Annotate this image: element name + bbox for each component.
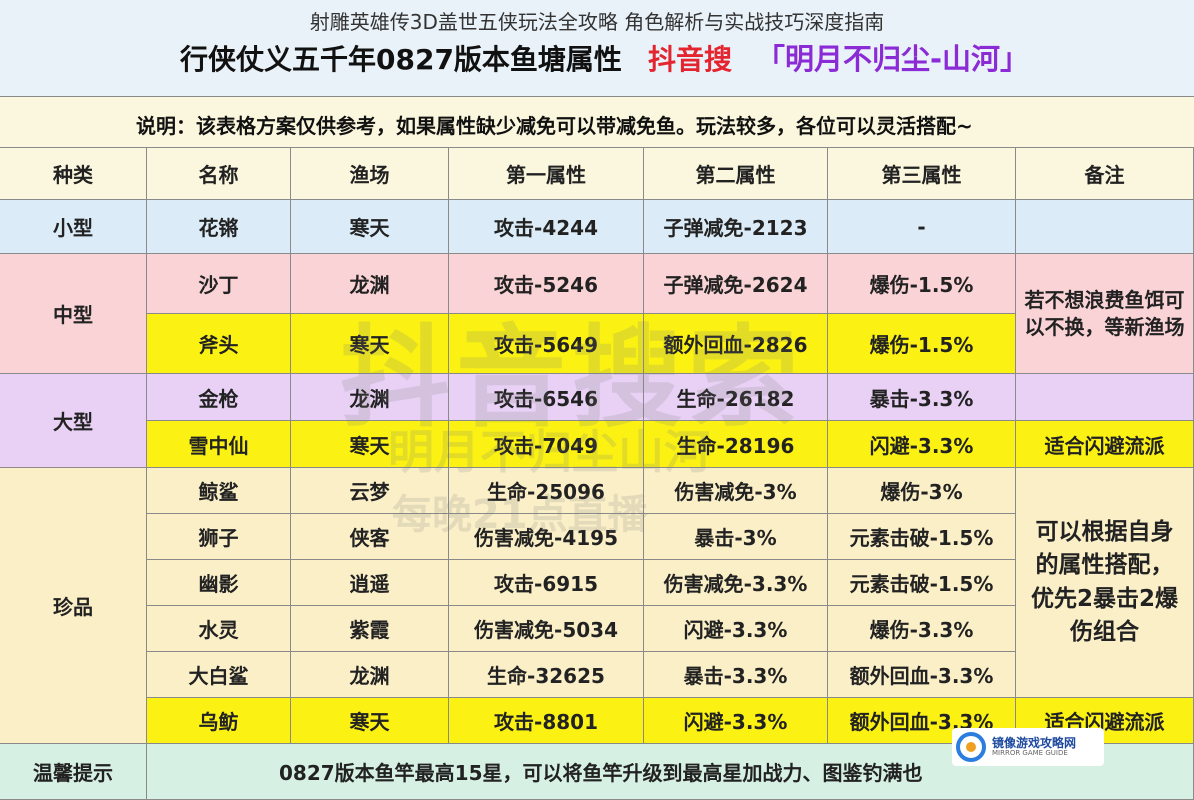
fish-area: 侠客 (291, 514, 449, 560)
fish-attr2: 子弹减免-2624 (644, 254, 828, 314)
table-title: 行侠仗义五千年0827版本鱼塘属性 (180, 43, 622, 76)
fish-attr3: 额外回血-3.3% (828, 698, 1016, 744)
fish-attr2: 子弹减免-2123 (644, 200, 828, 254)
fish-attr2: 伤害减免-3.3% (644, 560, 828, 606)
column-header-type: 种类 (0, 148, 147, 200)
fish-name: 鲸鲨 (147, 468, 291, 514)
fish-attr1: 伤害减免-5034 (449, 606, 644, 652)
fish-attr1: 攻击-6915 (449, 560, 644, 606)
fish-attr2: 暴击-3.3% (644, 652, 828, 698)
fish-attr3: - (828, 200, 1016, 254)
fish-name: 狮子 (147, 514, 291, 560)
fish-attr2: 闪避-3.3% (644, 606, 828, 652)
streamer-name: 「明月不归尘-山河」 (756, 42, 1030, 76)
fish-attr1: 攻击-5246 (449, 254, 644, 314)
column-header-attr1: 第一属性 (449, 148, 644, 200)
fish-attr3: 闪避-3.3% (828, 421, 1016, 468)
column-header-name: 名称 (147, 148, 291, 200)
fish-attr3: 暴击-3.3% (828, 374, 1016, 421)
fish-attr1: 生命-25096 (449, 468, 644, 514)
fish-name: 花锵 (147, 200, 291, 254)
fish-area: 寒天 (291, 314, 449, 374)
fish-attr3: 爆伤-1.5% (828, 254, 1016, 314)
logo-name: 镜像游戏攻略网 (992, 735, 1077, 750)
fish-attr2: 生命-28196 (644, 421, 828, 468)
column-header-area: 渔场 (291, 148, 449, 200)
fish-area: 龙渊 (291, 652, 449, 698)
group-small: 小型 (0, 200, 147, 254)
fish-attr2: 生命-26182 (644, 374, 828, 421)
fish-area: 寒天 (291, 421, 449, 468)
fish-area: 逍遥 (291, 560, 449, 606)
fish-attr3: 爆伤-3% (828, 468, 1016, 514)
tip-label: 温馨提示 (0, 744, 147, 800)
fish-attr3: 爆伤-3.3% (828, 606, 1016, 652)
fish-area: 寒天 (291, 698, 449, 744)
logo-subtitle: MIRROR GAME GUIDE (992, 748, 1068, 757)
header-band: 行侠仗义五千年0827版本鱼塘属性 抖音搜 「明月不归尘-山河」 (0, 0, 1194, 97)
fish-attr1: 攻击-4244 (449, 200, 644, 254)
fish-attr2: 伤害减免-3% (644, 468, 828, 514)
group-large: 大型 (0, 374, 147, 468)
fish-name: 大白鲨 (147, 652, 291, 698)
fish-attr1: 伤害减免-4195 (449, 514, 644, 560)
fish-name: 乌鲂 (147, 698, 291, 744)
fish-attr3: 额外回血-3.3% (828, 652, 1016, 698)
column-header-attr2: 第二属性 (644, 148, 828, 200)
fish-attr1: 攻击-5649 (449, 314, 644, 374)
page-overlay-title: 射雕英雄传3D盖世五侠玩法全攻略 角色解析与实战技巧深度指南 (309, 10, 885, 34)
fish-name: 金枪 (147, 374, 291, 421)
column-header-attr3: 第三属性 (828, 148, 1016, 200)
fish-area: 寒天 (291, 200, 449, 254)
fish-area: 龙渊 (291, 374, 449, 421)
fish-area: 云梦 (291, 468, 449, 514)
logo-icon (956, 732, 986, 762)
fish-attr3: 爆伤-1.5% (828, 314, 1016, 374)
fish-attr2: 闪避-3.3% (644, 698, 828, 744)
fish-attr3: 元素击破-1.5% (828, 514, 1016, 560)
fish-name: 水灵 (147, 606, 291, 652)
fish-attr1: 攻击-7049 (449, 421, 644, 468)
column-header-remark: 备注 (1016, 148, 1194, 200)
fish-name: 斧头 (147, 314, 291, 374)
group-rare: 珍品 (0, 468, 147, 744)
fish-attr2: 暴击-3% (644, 514, 828, 560)
fish-area: 龙渊 (291, 254, 449, 314)
fish-attr1: 攻击-6546 (449, 374, 644, 421)
logo-text: 镜像游戏攻略网 MIRROR GAME GUIDE (992, 735, 1077, 758)
fish-name: 雪中仙 (147, 421, 291, 468)
fish-name: 沙丁 (147, 254, 291, 314)
group-medium: 中型 (0, 254, 147, 374)
fish-attr1: 攻击-8801 (449, 698, 644, 744)
fish-name: 幽影 (147, 560, 291, 606)
brand-text: 抖音搜 (648, 43, 733, 76)
note-band (0, 97, 1194, 148)
remark-snow: 适合闪避流派 (1016, 421, 1194, 468)
fish-area: 紫霞 (291, 606, 449, 652)
site-logo[interactable]: 镜像游戏攻略网 MIRROR GAME GUIDE (952, 728, 1104, 766)
fish-attr3: 元素击破-1.5% (828, 560, 1016, 606)
fish-attr1: 生命-32625 (449, 652, 644, 698)
remark-empty (1016, 200, 1194, 254)
remark-medium: 若不想浪费鱼饵可以不换，等新渔场 (1016, 254, 1194, 374)
remark-empty (1016, 374, 1194, 421)
remark-rare: 可以根据自身的属性搭配，优先2暴击2爆伤组合 (1016, 468, 1194, 698)
fish-attr2: 额外回血-2826 (644, 314, 828, 374)
note-text: 说明：该表格方案仅供参考，如果属性缺少减免可以带减免鱼。玩法较多，各位可以灵活搭… (136, 114, 973, 138)
